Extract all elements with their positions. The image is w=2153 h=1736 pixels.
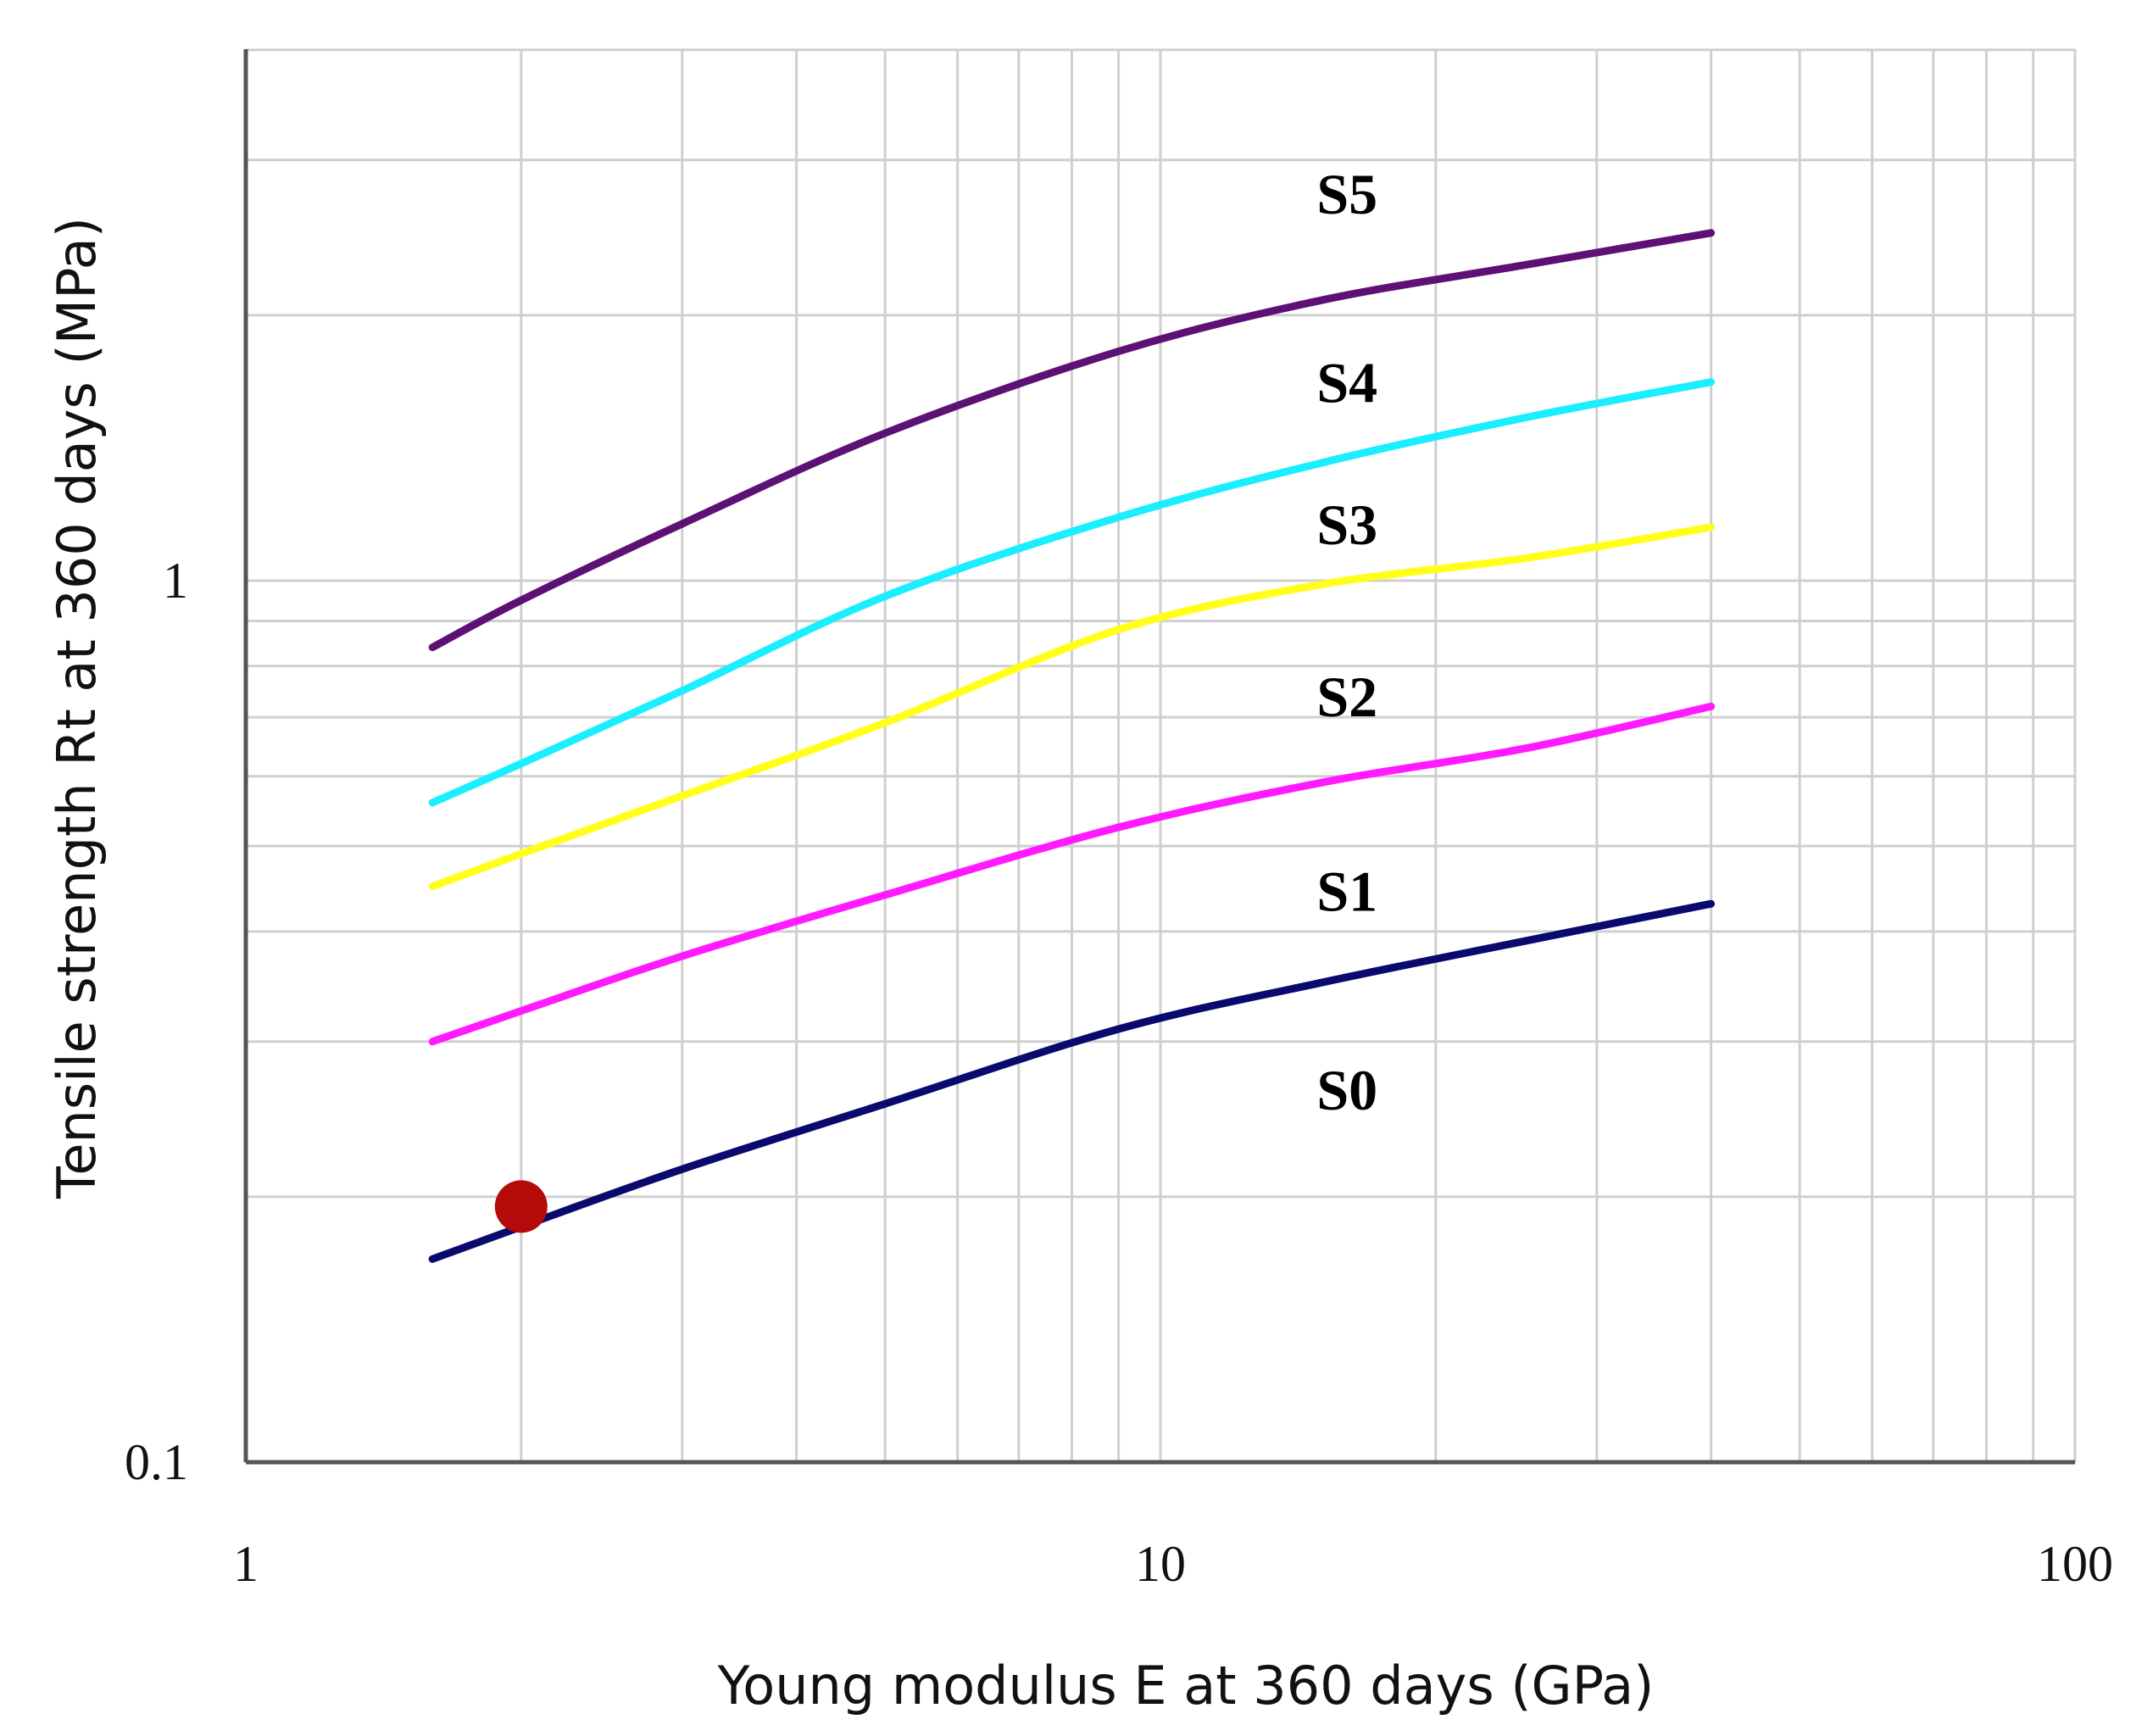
y-tick-label: 1 — [163, 553, 188, 609]
region-label-s4: S4 — [1316, 351, 1377, 415]
series-line-s1 — [428, 702, 1716, 1046]
x-tick-labels: 1 10 100 — [233, 1536, 2113, 1592]
data-marker — [494, 1180, 548, 1233]
series-line-s0 — [428, 899, 1716, 1263]
region-label-s1: S1 — [1316, 860, 1377, 924]
axes — [243, 49, 2075, 1465]
series-lines — [428, 229, 1716, 1263]
region-label-s0: S0 — [1316, 1058, 1377, 1122]
region-label-s3: S3 — [1316, 492, 1377, 557]
x-tick-label: 100 — [2037, 1536, 2113, 1592]
region-label-s2: S2 — [1316, 665, 1377, 729]
x-tick-label: 1 — [233, 1536, 259, 1592]
y-tick-label: 0.1 — [125, 1434, 188, 1490]
series-line-s4 — [428, 229, 1716, 652]
markers — [494, 1180, 548, 1233]
series-line-s2 — [428, 523, 1716, 891]
grid — [244, 48, 2077, 1464]
x-tick-label: 10 — [1135, 1536, 1186, 1592]
y-axis-title: Tensile strength Rt at 360 days (MPa) — [46, 217, 108, 1199]
x-axis-title: Young modulus E at 360 days (GPa) — [717, 1655, 1655, 1717]
y-tick-labels: 0.11 — [125, 553, 188, 1490]
series-labels: S5 S4 S3 S2 S1 S0 — [1316, 162, 1377, 1122]
region-label-s5: S5 — [1316, 162, 1377, 226]
series-line-s3 — [428, 378, 1716, 807]
